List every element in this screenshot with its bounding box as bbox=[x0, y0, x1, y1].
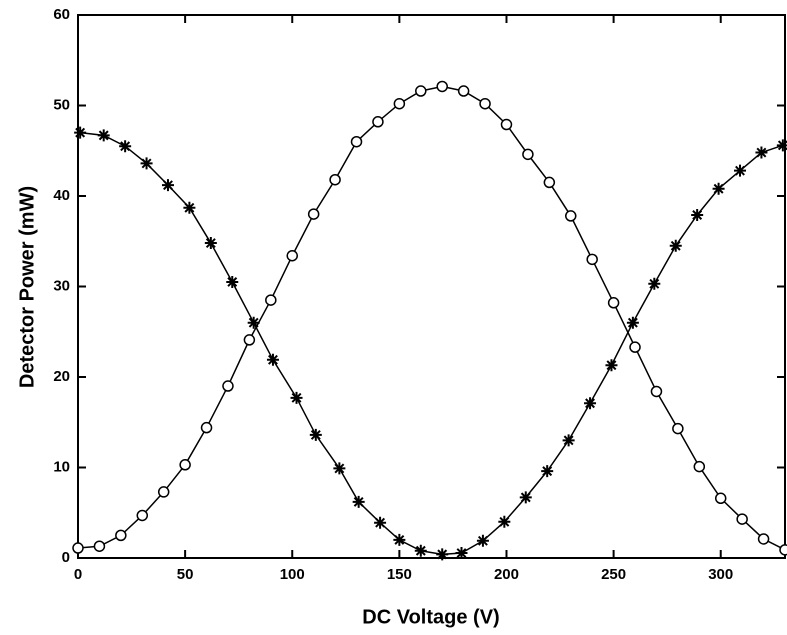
data-point bbox=[565, 210, 577, 222]
series-line bbox=[80, 131, 784, 556]
data-point bbox=[226, 275, 239, 288]
data-point bbox=[648, 277, 661, 290]
data-point bbox=[626, 316, 639, 329]
data-point bbox=[498, 515, 511, 528]
data-point bbox=[93, 540, 106, 552]
data-point bbox=[605, 359, 618, 372]
data-point bbox=[222, 380, 234, 392]
data-point bbox=[479, 97, 491, 110]
data-point bbox=[374, 516, 387, 529]
data-point bbox=[329, 173, 341, 186]
data-point bbox=[586, 253, 598, 266]
data-point bbox=[333, 462, 346, 475]
data-point bbox=[266, 353, 279, 366]
data-point bbox=[393, 97, 406, 110]
data-point bbox=[500, 118, 513, 131]
data-point bbox=[693, 460, 706, 473]
data-point bbox=[200, 421, 213, 434]
x-tick-label: 0 bbox=[74, 566, 82, 583]
data-point bbox=[522, 148, 534, 161]
data-point bbox=[436, 80, 448, 93]
x-tick-label: 300 bbox=[708, 566, 733, 583]
data-point bbox=[243, 334, 256, 346]
data-point bbox=[115, 529, 127, 542]
data-point bbox=[393, 533, 406, 546]
data-point bbox=[136, 509, 149, 522]
data-point bbox=[414, 544, 427, 557]
series-line bbox=[77, 85, 786, 551]
y-tick-label: 50 bbox=[53, 96, 70, 113]
data-point bbox=[607, 297, 620, 309]
y-tick-label: 10 bbox=[53, 458, 70, 475]
plot-frame bbox=[77, 14, 786, 559]
data-point bbox=[543, 176, 556, 189]
data-point bbox=[734, 164, 747, 177]
y-tick-label: 40 bbox=[53, 187, 70, 204]
data-point bbox=[415, 85, 427, 97]
x-tick-label: 250 bbox=[601, 566, 626, 583]
y-tick-label: 0 bbox=[62, 549, 70, 566]
y-tick-label: 20 bbox=[53, 368, 70, 385]
data-point bbox=[352, 495, 365, 508]
x-tick-label: 200 bbox=[494, 566, 519, 583]
data-point bbox=[372, 116, 384, 128]
data-point bbox=[140, 157, 153, 170]
x-tick-label: 50 bbox=[177, 566, 194, 583]
data-point bbox=[265, 294, 277, 306]
data-point bbox=[541, 465, 554, 478]
data-point bbox=[204, 237, 217, 250]
data-point bbox=[350, 135, 363, 148]
data-point bbox=[157, 486, 170, 498]
data-point bbox=[629, 341, 641, 353]
data-point bbox=[457, 85, 470, 97]
data-point bbox=[779, 544, 787, 556]
y-tick-label: 60 bbox=[53, 6, 70, 23]
data-point bbox=[672, 422, 684, 435]
data-point bbox=[307, 208, 320, 220]
data-point bbox=[669, 239, 682, 252]
data-point bbox=[584, 397, 597, 410]
data-point bbox=[309, 428, 322, 441]
x-tick-label: 100 bbox=[280, 566, 305, 583]
data-point bbox=[119, 140, 132, 153]
y-tick-label: 30 bbox=[53, 277, 70, 294]
data-point bbox=[74, 126, 87, 139]
data-point bbox=[455, 547, 468, 560]
data-point bbox=[714, 492, 727, 505]
data-point bbox=[286, 249, 298, 262]
data-point bbox=[290, 391, 303, 404]
data-point bbox=[755, 146, 768, 159]
data-point bbox=[757, 533, 770, 545]
data-point bbox=[776, 139, 787, 152]
data-point bbox=[476, 534, 489, 547]
y-axis-title: Detector Power (mW) bbox=[16, 186, 38, 388]
data-point bbox=[161, 179, 174, 192]
data-point bbox=[519, 491, 532, 504]
data-point bbox=[436, 548, 449, 561]
data-point bbox=[691, 209, 704, 222]
x-tick-label: 150 bbox=[387, 566, 412, 583]
data-point bbox=[712, 182, 725, 195]
x-axis-title: DC Voltage (V) bbox=[362, 606, 499, 628]
data-point bbox=[562, 434, 575, 447]
data-point bbox=[650, 385, 663, 398]
data-point bbox=[183, 201, 196, 214]
data-point bbox=[97, 129, 110, 142]
data-point bbox=[247, 316, 260, 329]
data-point bbox=[72, 542, 84, 554]
data-point bbox=[179, 459, 191, 471]
data-point bbox=[736, 513, 748, 525]
